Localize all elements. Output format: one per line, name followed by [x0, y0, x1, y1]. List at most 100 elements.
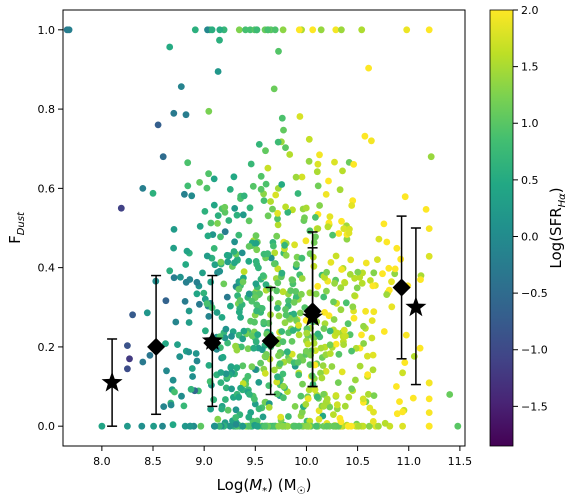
scatter-point	[222, 396, 229, 403]
scatter-point	[214, 269, 221, 276]
scatter-point	[298, 173, 306, 181]
scatter-point	[262, 180, 270, 188]
scatter-point	[295, 371, 303, 379]
y-tick-label: 0.2	[38, 341, 56, 354]
scatter-point	[446, 391, 454, 398]
scatter-point	[348, 385, 356, 393]
scatter-point	[181, 298, 189, 305]
colorbar	[489, 9, 514, 447]
scatter-point	[205, 313, 213, 320]
scatter-point	[207, 219, 215, 227]
scatter-point	[367, 277, 374, 284]
scatter-point	[246, 204, 254, 212]
scatter-point	[262, 147, 269, 155]
scatter-point	[230, 248, 238, 255]
scatter-point	[416, 344, 424, 352]
scatter-point	[302, 204, 310, 212]
scatter-point	[265, 404, 273, 411]
scatter-point	[138, 422, 146, 430]
scatter-point	[333, 329, 341, 337]
scatter-point	[365, 64, 372, 72]
scatter-point	[124, 342, 131, 349]
scatter-point	[332, 26, 340, 34]
scatter-point	[324, 223, 332, 231]
scatter-point	[210, 245, 218, 252]
scatter-point	[252, 338, 260, 346]
scatter-point	[230, 173, 238, 181]
scatter-point	[231, 259, 238, 267]
scatter-point	[317, 26, 325, 34]
scatter-point	[305, 386, 313, 394]
scatter-point	[369, 366, 377, 374]
scatter-point	[216, 36, 223, 44]
scatter-point	[172, 318, 180, 326]
scatter-point	[231, 205, 239, 212]
scatter-point	[181, 190, 188, 198]
scatter-point	[170, 226, 178, 233]
scatter-point	[322, 191, 330, 198]
scatter-point	[279, 338, 287, 346]
scatter-point	[240, 192, 248, 200]
scatter-point	[383, 291, 391, 298]
colorbar-tick-label: 1.0	[521, 117, 539, 130]
scatter-point	[305, 157, 313, 165]
scatter-point	[402, 331, 410, 339]
scatter-point	[425, 409, 433, 416]
scatter-point	[306, 361, 314, 368]
scatter-point	[275, 47, 282, 55]
scatter-point	[176, 353, 184, 360]
y-tick-label: 1.0	[38, 24, 56, 37]
scatter-point	[368, 137, 375, 145]
scatter-point	[252, 280, 260, 288]
scatter-point	[342, 332, 349, 340]
scatter-point	[174, 341, 181, 348]
scatter-point	[334, 379, 342, 386]
scatter-point	[280, 382, 287, 390]
scatter-point	[327, 259, 335, 266]
scatter-point	[340, 326, 348, 334]
scatter-point	[319, 362, 327, 369]
scatter-point	[330, 422, 337, 430]
scatter-point	[279, 26, 287, 34]
scatter-point	[214, 415, 222, 423]
scatter-point	[316, 202, 323, 209]
scatter-point	[187, 385, 195, 393]
scatter-point	[313, 422, 320, 430]
scatter-point	[337, 418, 345, 426]
scatter-point	[295, 331, 303, 339]
scatter-point	[196, 222, 204, 230]
x-tick-label: 9.5	[247, 455, 265, 468]
scatter-point	[228, 385, 236, 393]
scatter-point	[313, 168, 321, 176]
scatter-point	[221, 203, 229, 211]
scatter-point	[329, 231, 336, 239]
scatter-point	[274, 265, 282, 273]
scatter-point	[162, 297, 170, 305]
scatter-point	[295, 26, 303, 34]
scatter-point	[425, 395, 433, 403]
scatter-point	[65, 26, 73, 34]
scatter-point	[217, 379, 225, 386]
scatter-point	[301, 214, 308, 222]
scatter-point	[185, 307, 193, 315]
scatter-point	[388, 278, 395, 286]
scatter-point	[184, 159, 192, 167]
scatter-point	[399, 369, 406, 377]
scatter-point	[171, 388, 178, 396]
median-star-marker	[101, 371, 123, 392]
scatter-point	[350, 161, 358, 168]
scatter-point	[273, 232, 281, 240]
scatter-point	[166, 43, 174, 51]
scatter-point	[196, 300, 203, 308]
scatter-point	[303, 422, 311, 430]
scatter-point	[98, 422, 106, 430]
scatter-point	[258, 346, 266, 354]
scatter-point	[232, 406, 240, 414]
scatter-point	[220, 280, 228, 288]
scatter-point	[274, 215, 281, 223]
colorbar-tick-label: 2.0	[521, 4, 539, 17]
scatter-point	[306, 289, 314, 297]
scatter-point	[169, 376, 177, 384]
scatter-point	[274, 304, 281, 312]
scatter-point	[340, 341, 347, 348]
